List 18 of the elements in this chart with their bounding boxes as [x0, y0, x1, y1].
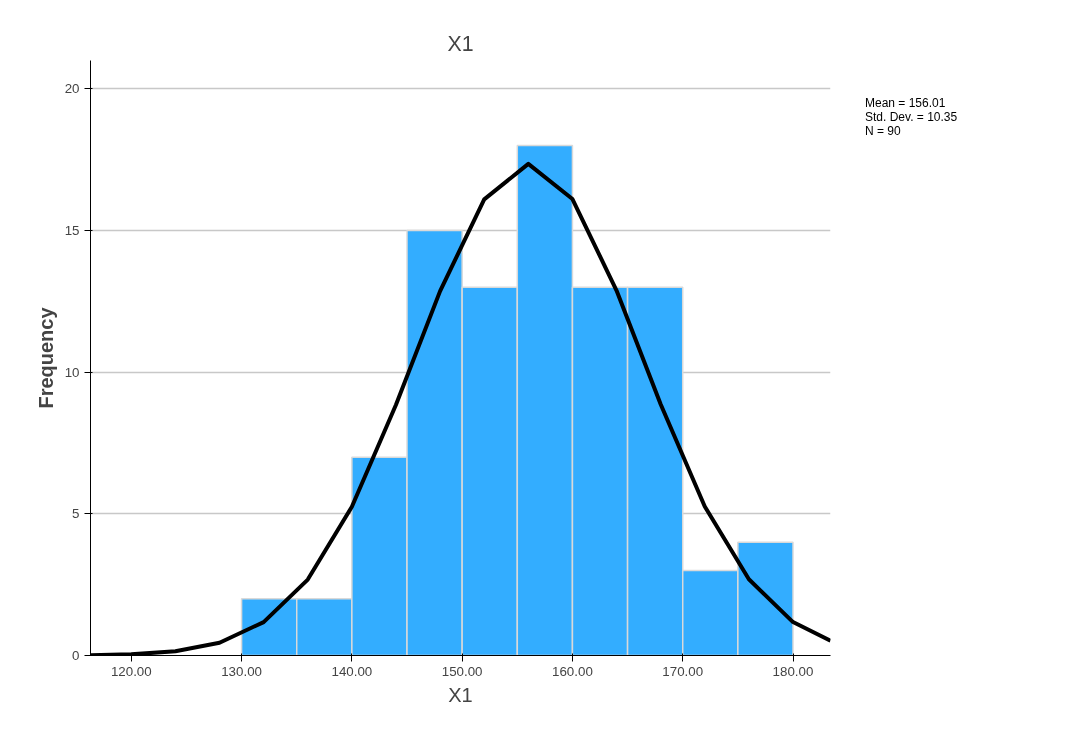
y-tick-label: 0: [72, 648, 80, 663]
x-tick-label: 170.00: [662, 663, 704, 679]
y-tick-label: 10: [64, 364, 80, 380]
x-tick-label: 150.00: [441, 663, 483, 679]
x-tick-label: 140.00: [331, 663, 373, 679]
x-tick-label: 120.00: [110, 663, 152, 679]
x-tick-label: 160.00: [552, 663, 593, 679]
y-axis-title: Frequency: [34, 306, 57, 409]
x-axis-title: X1: [448, 683, 473, 706]
text: Std. Dev. = 10.35: [865, 110, 958, 124]
y-tick-label: 20: [64, 81, 80, 97]
y-tick-label: 5: [72, 506, 80, 522]
y-tick-label: 15: [64, 223, 80, 238]
x-tick-label: 180.00: [772, 663, 814, 679]
text: N = 90: [865, 124, 901, 138]
text: Mean = 156.01: [865, 96, 946, 110]
chart-title: X1: [447, 31, 474, 56]
x-tick-label: 130.00: [221, 663, 262, 679]
